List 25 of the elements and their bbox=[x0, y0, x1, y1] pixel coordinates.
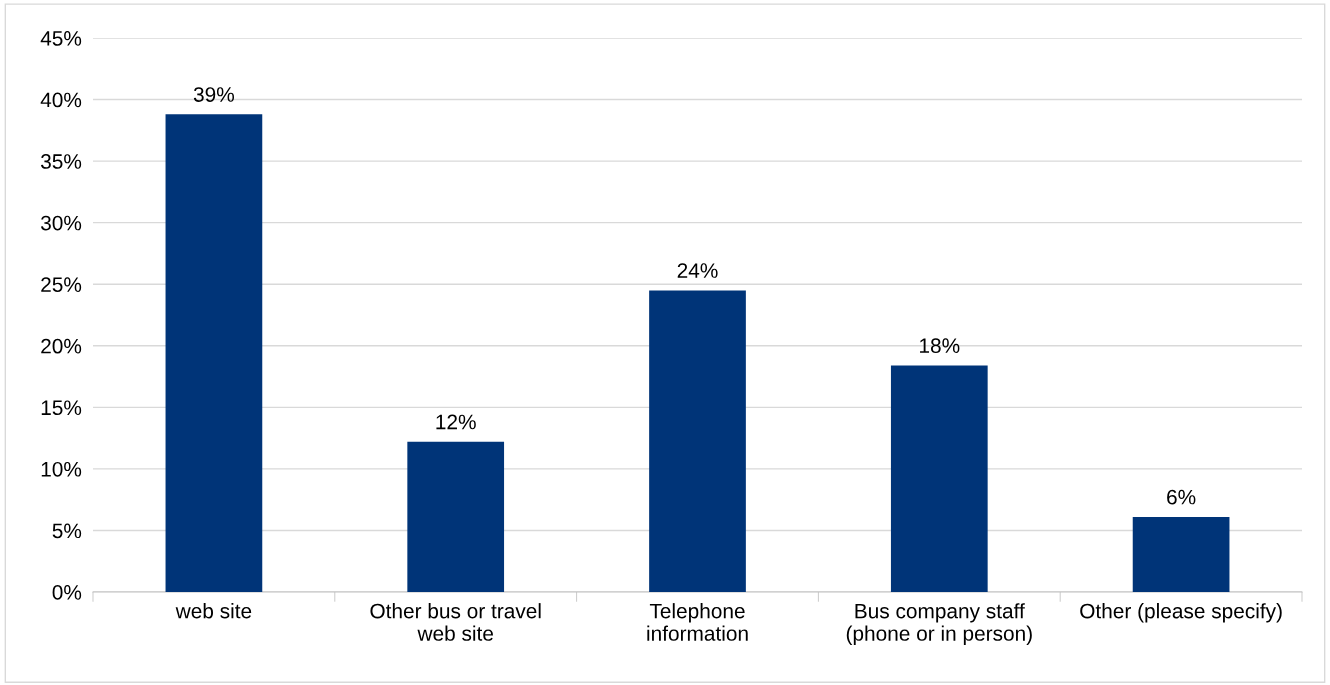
data-label: 18% bbox=[920, 338, 960, 354]
data-label: 12% bbox=[436, 414, 476, 430]
y-tick-label: 25% bbox=[41, 277, 82, 292]
bar bbox=[165, 114, 263, 592]
y-tick-label: 5% bbox=[52, 523, 82, 539]
y-tick-label: 0% bbox=[52, 585, 82, 600]
y-tick-label: 35% bbox=[40, 154, 82, 169]
data-label: 39% bbox=[193, 87, 235, 102]
x-tick-label: Bus company staff (phone or in person) bbox=[846, 603, 1032, 645]
bar bbox=[1132, 516, 1230, 592]
x-tick-label: Telephone information bbox=[647, 603, 748, 641]
y-tick-label: 30% bbox=[40, 215, 82, 231]
data-label: 24% bbox=[677, 263, 718, 278]
bar bbox=[649, 290, 746, 592]
data-label: 6% bbox=[1167, 489, 1196, 505]
x-tick-label: web site bbox=[175, 603, 252, 619]
y-tick-label: 45% bbox=[40, 31, 82, 46]
x-tick-label: Other (please specify) bbox=[1080, 603, 1282, 623]
y-tick-label: 10% bbox=[41, 461, 82, 477]
bar bbox=[890, 365, 988, 592]
x-tick-label: Other bus or travel web site bbox=[370, 603, 541, 641]
bar bbox=[407, 441, 505, 592]
y-tick-label: 15% bbox=[41, 400, 82, 416]
y-tick-label: 20% bbox=[41, 338, 82, 354]
y-tick-label: 40% bbox=[40, 92, 82, 108]
